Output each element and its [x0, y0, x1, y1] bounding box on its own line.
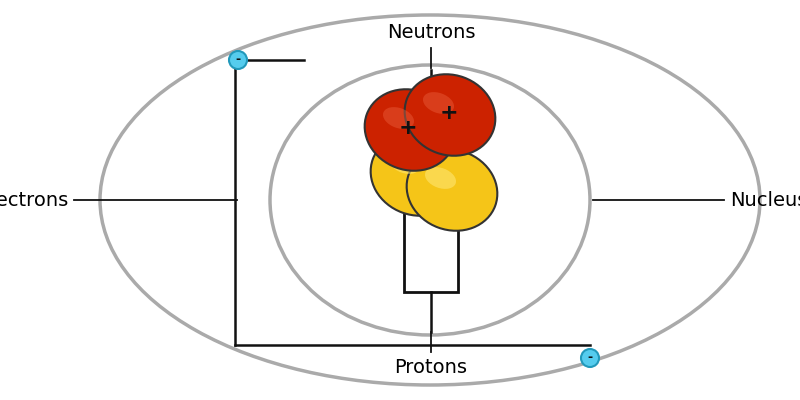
Ellipse shape: [389, 152, 420, 174]
Text: Electrons: Electrons: [0, 190, 68, 210]
Text: +: +: [398, 118, 418, 138]
Circle shape: [581, 349, 599, 367]
Ellipse shape: [370, 134, 462, 216]
Ellipse shape: [365, 89, 455, 171]
Ellipse shape: [406, 149, 498, 231]
Text: Nucleus: Nucleus: [730, 190, 800, 210]
Text: Protons: Protons: [394, 358, 467, 377]
Text: +: +: [440, 103, 458, 123]
Text: -: -: [235, 54, 241, 66]
Ellipse shape: [423, 92, 454, 114]
Circle shape: [229, 51, 247, 69]
Ellipse shape: [425, 167, 456, 189]
Text: -: -: [587, 352, 593, 364]
Ellipse shape: [405, 74, 495, 156]
Ellipse shape: [383, 107, 414, 129]
Bar: [404, 108, 458, 292]
Text: Neutrons: Neutrons: [386, 23, 475, 42]
